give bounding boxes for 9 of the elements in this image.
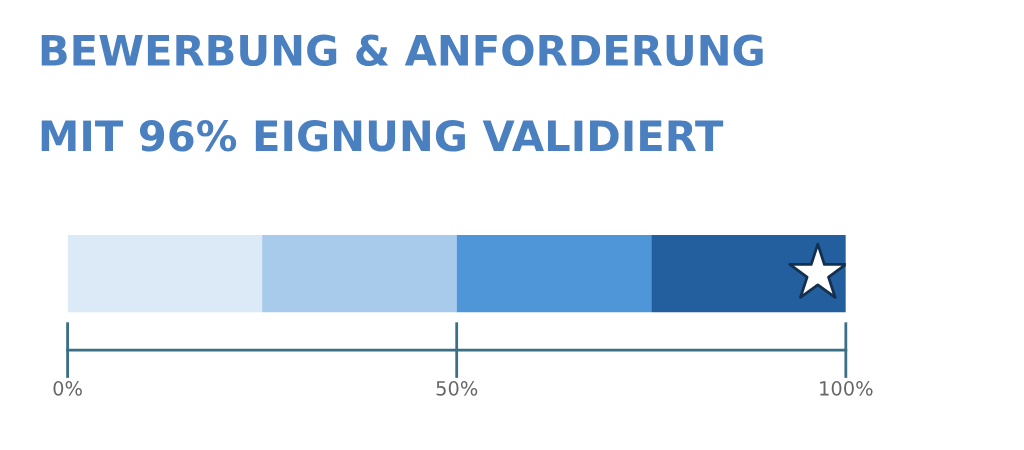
x-tick-label: 50% [436, 381, 478, 396]
bar [456, 234, 652, 313]
bar [67, 234, 263, 313]
x-tick-label: 0% [53, 381, 82, 396]
bar [651, 234, 846, 313]
chart-subtitle: MIT 96% EIGNUNG VALIDIERT [41, 120, 724, 152]
bar [262, 234, 457, 313]
chart-title: BEWERBUNG & ANFORDERUNG [41, 34, 763, 67]
x-tick-label: 100% [820, 381, 873, 396]
